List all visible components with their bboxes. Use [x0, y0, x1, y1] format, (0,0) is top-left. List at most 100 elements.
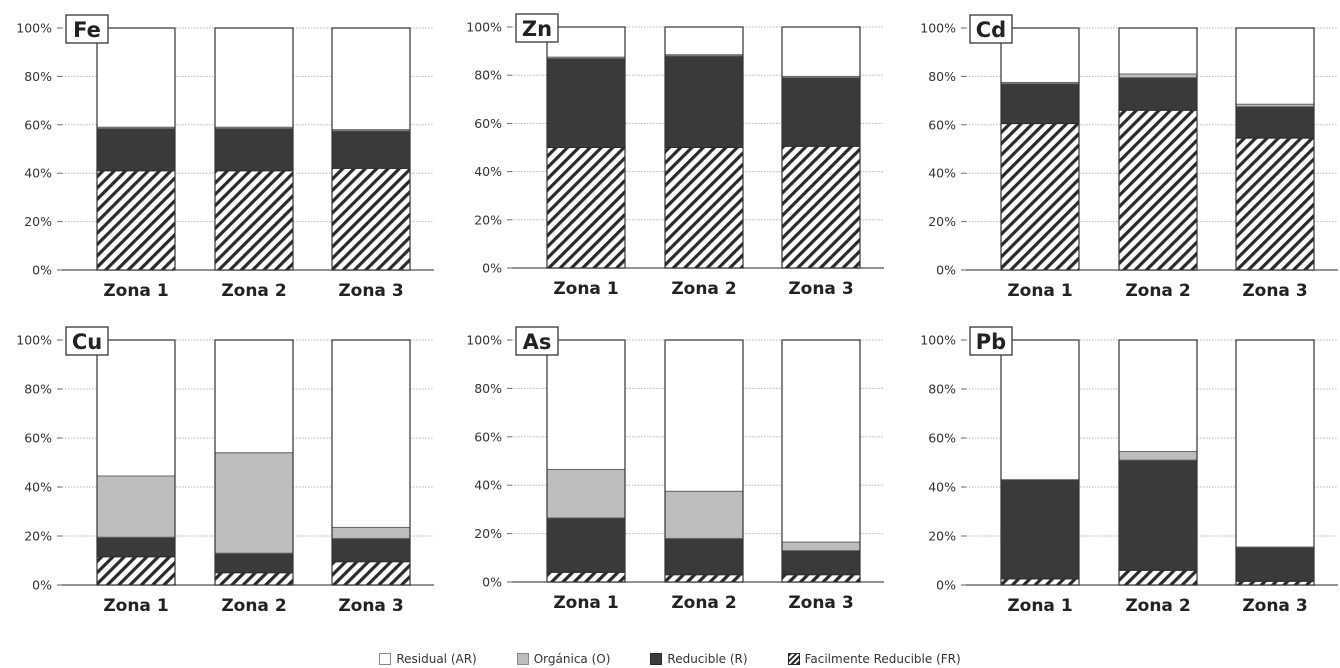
panel-title-box [65, 326, 109, 356]
bar-segment-facilmente-reducible [664, 574, 744, 583]
y-tick-label: 60% [928, 117, 956, 132]
bar-segment-facilmente-reducible [1118, 569, 1198, 586]
x-category-label: Zona 1 [553, 593, 618, 613]
legend-item-reducible: Reducible (R) [650, 652, 748, 666]
x-category-label: Zona 1 [1007, 596, 1072, 616]
bar-segment-organica [1118, 73, 1198, 79]
legend-swatch-facilmente-reducible [787, 653, 800, 665]
y-tick-label: 80% [474, 68, 502, 83]
x-category-label: Zona 1 [553, 279, 618, 299]
bar-outline [1000, 27, 1080, 271]
bar-outline [1235, 27, 1315, 271]
bar-segment-reducible [1000, 83, 1080, 125]
y-tick-label: 0% [482, 575, 502, 590]
x-category-label: Zona 3 [338, 281, 403, 301]
bar-segment-reducible [1118, 459, 1198, 571]
y-tick-label: 40% [928, 166, 956, 181]
chart-panel-cu: 0% 20% 40% 60% 80% 100% Zona 1 Zona 2 Zona 3 Cu [16, 326, 434, 616]
y-tick-label: 60% [474, 116, 502, 131]
x-category-label: Zona 2 [671, 279, 736, 299]
bar-outline [96, 27, 176, 271]
y-tick-label: 60% [928, 431, 956, 446]
bar-outline [1235, 339, 1315, 586]
panel-title: Pb [976, 330, 1006, 354]
bar-segment-facilmente-reducible [96, 556, 176, 586]
bar-segment-residual [1235, 27, 1315, 105]
bar-segment-residual [1118, 27, 1198, 75]
legend-label-organica: Orgánica (O) [533, 652, 611, 666]
y-tick-label: 100% [16, 21, 52, 36]
bar-segment-organica [214, 452, 294, 554]
bar-segment-reducible [546, 57, 626, 148]
bar-outline [214, 339, 294, 586]
bar-outline [546, 339, 626, 583]
y-tick-label: 80% [24, 69, 52, 84]
y-tick-label: 20% [928, 214, 956, 229]
bar-outline [664, 26, 744, 269]
bar-outline [1118, 27, 1198, 271]
y-tick-label: 20% [474, 212, 502, 227]
y-tick-label: 0% [482, 261, 502, 276]
legend-label-reducible: Reducible (R) [667, 652, 748, 666]
x-category-label: Zona 2 [221, 281, 286, 301]
panel-title: Zn [522, 17, 552, 41]
bar-segment-reducible [664, 537, 744, 576]
y-tick-label: 60% [24, 117, 52, 132]
bar-segment-residual [546, 26, 626, 58]
panel-title: As [523, 330, 552, 354]
bar-segment-facilmente-reducible [781, 574, 861, 583]
bar-segment-residual [214, 339, 294, 454]
bar-outline [781, 26, 861, 269]
bar-segment-facilmente-reducible [546, 147, 626, 269]
bar-segment-reducible [664, 55, 744, 148]
y-tick-label: 0% [936, 578, 956, 593]
bar-segment-facilmente-reducible [546, 571, 626, 583]
legend-swatch-residual [379, 653, 392, 665]
y-tick-label: 20% [928, 529, 956, 544]
bar-segment-facilmente-reducible [1118, 109, 1198, 271]
bar-segment-reducible [331, 130, 411, 169]
legend-item-organica: Orgánica (O) [516, 652, 611, 666]
bar-outline [664, 339, 744, 583]
bar-outline [331, 27, 411, 271]
bar-segment-facilmente-reducible [331, 561, 411, 586]
bar-segment-reducible [96, 536, 176, 558]
bar-outline [1000, 339, 1080, 586]
bar-outline [1118, 339, 1198, 586]
legend-label-facilmente-reducible: Facilmente Reducible (FR) [804, 652, 961, 666]
y-tick-label: 0% [32, 578, 52, 593]
y-tick-label: 0% [936, 263, 956, 278]
bar-segment-residual [96, 27, 176, 128]
bar-segment-reducible [1235, 546, 1315, 582]
bar-segment-residual [546, 339, 626, 470]
y-tick-label: 20% [474, 526, 502, 541]
x-category-label: Zona 2 [221, 596, 286, 616]
bar-segment-organica [1118, 450, 1198, 461]
x-category-label: Zona 2 [1125, 281, 1190, 301]
x-category-label: Zona 1 [103, 596, 168, 616]
bar-segment-residual [96, 339, 176, 477]
y-tick-label: 60% [474, 429, 502, 444]
y-tick-label: 80% [24, 382, 52, 397]
x-category-label: Zona 1 [1007, 281, 1072, 301]
bar-segment-facilmente-reducible [96, 170, 176, 271]
y-tick-label: 100% [466, 20, 502, 35]
x-category-label: Zona 2 [671, 593, 736, 613]
y-tick-label: 40% [24, 480, 52, 495]
legend-label-residual: Residual (AR) [396, 652, 477, 666]
chart-panel-cd: 0% 20% 40% 60% 80% 100% Zona 1 Zona 2 Zona 3 Cd [920, 14, 1338, 301]
bar-segment-organica [781, 541, 861, 552]
bar-segment-reducible [781, 77, 861, 147]
bar-segment-residual [664, 26, 744, 56]
y-tick-label: 80% [928, 69, 956, 84]
bar-segment-reducible [214, 552, 294, 574]
bar-segment-residual [781, 26, 861, 77]
y-tick-label: 20% [24, 214, 52, 229]
bar-segment-facilmente-reducible [1000, 578, 1080, 586]
bar-segment-facilmente-reducible [1000, 123, 1080, 271]
bar-segment-reducible [214, 127, 294, 172]
panel-title: Cd [976, 18, 1006, 42]
x-category-label: Zona 3 [1242, 281, 1307, 301]
y-tick-label: 100% [16, 333, 52, 348]
bar-segment-reducible [1118, 77, 1198, 111]
